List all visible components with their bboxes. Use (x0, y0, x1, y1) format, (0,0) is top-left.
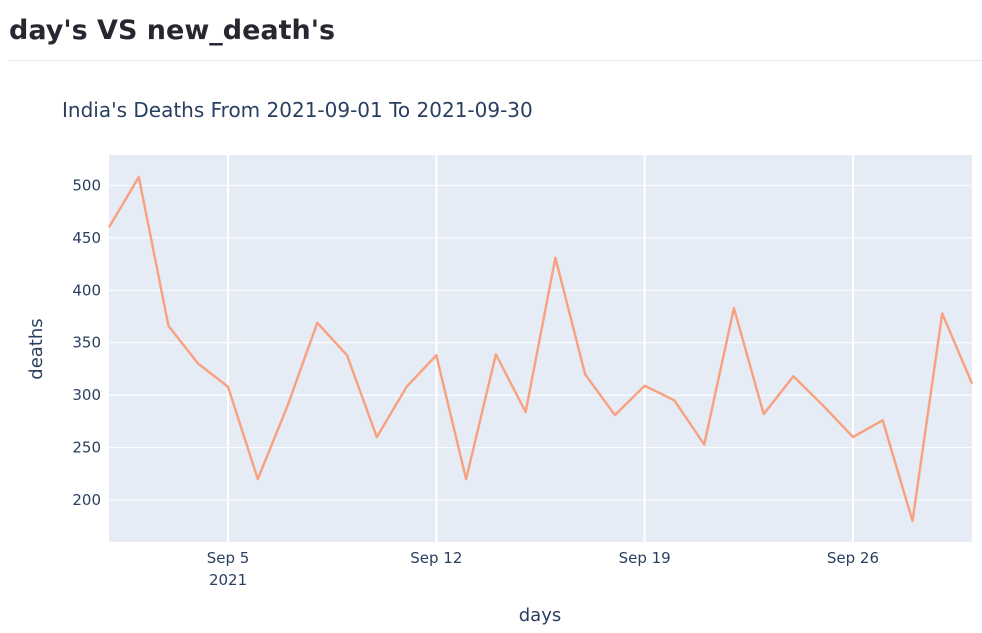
data-point[interactable] (192, 358, 204, 370)
data-point[interactable] (549, 252, 561, 264)
gridlines (109, 155, 972, 542)
data-point[interactable] (490, 348, 502, 360)
series-layer (103, 171, 978, 527)
x-tick-label: Sep 12 (410, 549, 462, 567)
data-point[interactable] (609, 409, 621, 421)
y-tick-label: 300 (72, 386, 101, 404)
data-point[interactable] (877, 414, 889, 426)
y-axis-label: deaths (26, 318, 47, 379)
data-point[interactable] (401, 381, 413, 393)
y-tick-label: 200 (72, 491, 101, 509)
data-point[interactable] (787, 370, 799, 382)
chart-title: India's Deaths From 2021-09-01 To 2021-0… (62, 98, 533, 122)
data-point[interactable] (341, 349, 353, 361)
x-axis-label: days (519, 605, 562, 626)
data-point[interactable] (520, 406, 532, 418)
data-point[interactable] (133, 171, 145, 183)
data-point[interactable] (371, 431, 383, 443)
data-point[interactable] (817, 400, 829, 412)
y-tick-label: 400 (72, 281, 101, 299)
data-point[interactable] (430, 349, 442, 361)
deaths-line (107, 175, 974, 523)
x-tick-sublabel: 2021 (209, 571, 247, 589)
data-point[interactable] (698, 438, 710, 450)
page-heading: day's VS new_death's (9, 15, 336, 46)
y-tick-label: 350 (72, 334, 101, 352)
data-point[interactable] (282, 400, 294, 412)
heading-divider (9, 60, 982, 61)
data-point[interactable] (460, 473, 472, 485)
data-point[interactable] (906, 515, 918, 527)
y-tick-label: 450 (72, 229, 101, 247)
tick-labels: 200 250 300 350 400 450 500 Sep 5 2021 Sep 12 Sep … (72, 176, 879, 589)
y-tick-label: 500 (72, 176, 101, 194)
plot-background (109, 155, 972, 542)
y-tick-label: 250 (72, 439, 101, 457)
data-point[interactable] (222, 381, 234, 393)
data-point[interactable] (163, 320, 175, 332)
data-point[interactable] (103, 221, 115, 233)
x-tick-label: Sep 5 (207, 549, 250, 567)
x-tick-label: Sep 26 (827, 549, 879, 567)
data-point[interactable] (639, 380, 651, 392)
data-point[interactable] (579, 368, 591, 380)
data-point[interactable] (728, 302, 740, 314)
x-tick-label: Sep 19 (619, 549, 671, 567)
data-point[interactable] (966, 378, 978, 390)
data-point[interactable] (758, 408, 770, 420)
data-point[interactable] (936, 307, 948, 319)
data-point[interactable] (252, 473, 264, 485)
data-point[interactable] (668, 394, 680, 406)
data-point[interactable] (847, 431, 859, 443)
data-point[interactable] (311, 317, 323, 329)
